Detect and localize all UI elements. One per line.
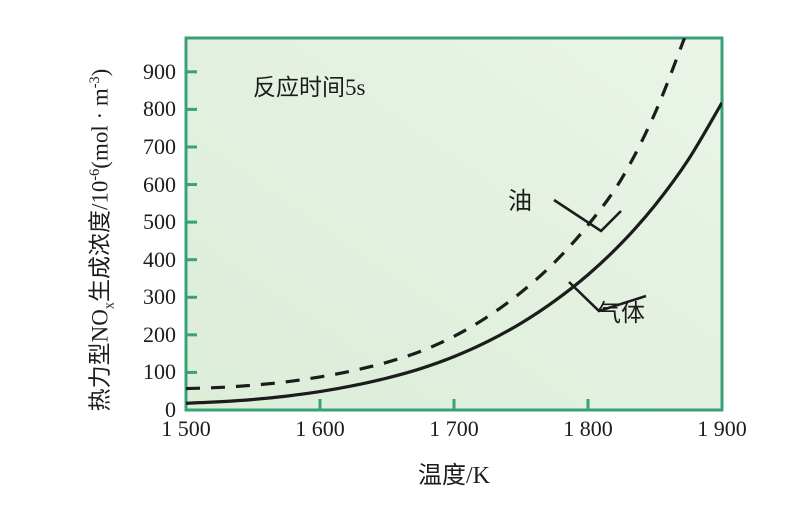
series-line-oil	[186, 38, 686, 391]
series-label-gas: 气体	[597, 301, 645, 327]
x-axis-title: 温度/K	[418, 463, 490, 489]
y-axis-tick-label: 700	[143, 133, 176, 159]
y-axis-title-mid: 生成浓度/10	[87, 180, 113, 302]
x-axis-tick-label: 1 600	[295, 416, 345, 441]
series-label-oil: 油	[508, 189, 532, 215]
y-axis-title: 热力型NOx生成浓度/10-6(mol · m-3)	[78, 20, 117, 460]
x-axis-tick-label: 1 500	[161, 416, 211, 441]
axis-ticks	[186, 70, 590, 410]
series-line-gas	[186, 101, 722, 405]
y-axis-title-suffix: (mol · m	[87, 88, 113, 169]
y-axis-tick-labels: 0 100 200 300 400 500 600 700 800 900	[112, 0, 176, 523]
leader-line-gas	[568, 281, 647, 313]
leader-line-oil	[553, 198, 622, 233]
x-axis-tick-label: 1 700	[429, 416, 479, 441]
y-axis-title-prefix: 热力型NO	[87, 309, 113, 412]
y-axis-title-tail: )	[87, 68, 113, 77]
plot-border	[184, 36, 724, 412]
y-axis-tick-label: 0	[165, 397, 176, 422]
y-axis-title-sup: -6	[87, 168, 103, 181]
reaction-time-annotation: 反应时间5s	[253, 75, 366, 100]
y-axis-tick-label: 400	[143, 246, 176, 272]
plot-background	[186, 38, 722, 410]
y-axis-tick-label: 900	[143, 58, 176, 84]
x-axis-tick-label: 1 800	[563, 416, 613, 441]
y-axis-tick-label: 500	[143, 209, 176, 235]
x-axis-tick-label: 1 900	[697, 416, 747, 441]
y-axis-tick-label: 100	[143, 359, 176, 385]
y-axis-tick-label: 200	[143, 321, 176, 347]
y-axis-tick-label: 600	[143, 171, 176, 197]
y-axis-tick-label: 300	[143, 284, 176, 310]
y-axis-tick-label: 800	[143, 96, 176, 122]
y-axis-title-sup2: -3	[87, 76, 103, 89]
